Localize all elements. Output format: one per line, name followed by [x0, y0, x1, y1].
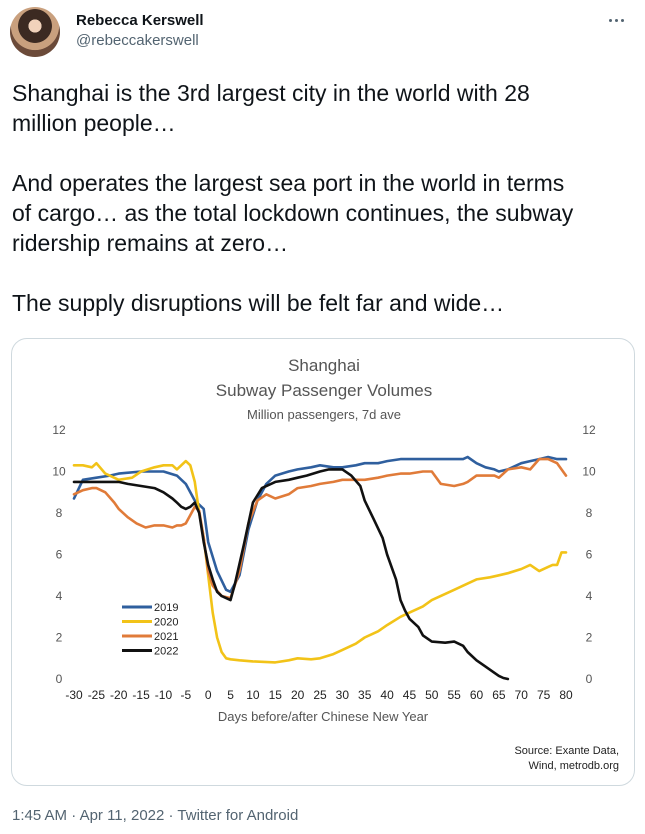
y-tick-label-left: 2 — [56, 631, 63, 645]
x-tick-label: 45 — [403, 688, 417, 702]
y-tick-label-left: 12 — [52, 423, 66, 437]
x-tick-label: 40 — [380, 688, 394, 702]
legend-label-2019: 2019 — [154, 602, 178, 614]
tweet-author[interactable]: Rebecca Kerswell @rebeccakerswell — [76, 11, 204, 50]
y-tick-label-right: 4 — [586, 589, 593, 603]
x-tick-label: -5 — [180, 688, 191, 702]
chart-legend: 2019 2020 2021 2022 — [122, 602, 178, 658]
x-tick-label: 65 — [492, 688, 506, 702]
x-tick-label: 35 — [358, 688, 372, 702]
x-tick-label: 70 — [515, 688, 529, 702]
legend-label-2022: 2022 — [154, 646, 178, 658]
x-axis-label: Days before/after Chinese New Year — [218, 709, 429, 724]
y-tick-label-right: 10 — [582, 465, 596, 479]
y-axis-left: 0 2 4 6 8 10 12 — [52, 423, 66, 686]
x-tick-label: 5 — [227, 688, 234, 702]
y-tick-label-right: 12 — [582, 423, 596, 437]
x-tick-label: 75 — [537, 688, 551, 702]
more-dot-icon — [608, 18, 612, 22]
chart-source-line-2: Wind, metrodb.org — [529, 760, 619, 772]
meta-separator: · — [164, 807, 178, 824]
author-handle[interactable]: @rebeccakerswell — [76, 32, 199, 49]
x-tick-label: 50 — [425, 688, 439, 702]
x-tick-label: 20 — [291, 688, 305, 702]
x-tick-label: 15 — [269, 688, 283, 702]
series-line-2019 — [72, 455, 568, 594]
more-dot-icon — [614, 18, 618, 22]
y-tick-label-right: 8 — [586, 506, 593, 520]
chart-subtitle: Subway Passenger Volumes — [216, 381, 432, 400]
tweet-text: Shanghai is the 3rd largest city in the … — [12, 80, 574, 316]
tweet-time[interactable]: 1:45 AM — [12, 807, 68, 824]
y-tick-label-left: 4 — [56, 589, 63, 603]
y-tick-label-left: 6 — [56, 548, 63, 562]
chart-title: Shanghai — [288, 356, 360, 375]
x-tick-label: -15 — [132, 688, 150, 702]
series-line-2020 — [72, 459, 568, 664]
chart-subtitle-units: Million passengers, 7d ave — [247, 407, 401, 422]
y-tick-label-left: 10 — [52, 465, 66, 479]
x-tick-label: 0 — [205, 688, 212, 702]
x-tick-label: 80 — [559, 688, 573, 702]
x-tick-label: -10 — [155, 688, 173, 702]
chart-source-line-1: Source: Exante Data, — [514, 745, 619, 757]
meta-separator: · — [67, 807, 80, 824]
y-tick-label-right: 2 — [586, 631, 593, 645]
y-tick-label-left: 8 — [56, 506, 63, 520]
x-tick-label: 30 — [336, 688, 350, 702]
series-line-2021 — [72, 457, 568, 600]
x-tick-label: -25 — [88, 688, 106, 702]
series-lines — [72, 455, 568, 681]
y-tick-label-left: 0 — [56, 672, 63, 686]
x-tick-label: 10 — [246, 688, 260, 702]
x-tick-label: 60 — [470, 688, 484, 702]
more-dot-icon — [620, 18, 624, 22]
y-tick-label-right: 6 — [586, 548, 593, 562]
y-tick-label-right: 0 — [586, 672, 593, 686]
tweet-media-chart[interactable]: Shanghai Subway Passenger Volumes Millio… — [11, 338, 635, 786]
x-tick-label: -20 — [110, 688, 128, 702]
tweet-source-app[interactable]: Twitter for Android — [177, 807, 299, 824]
y-axis-right: 0 2 4 6 8 10 12 — [582, 423, 596, 686]
legend-label-2020: 2020 — [154, 617, 178, 629]
x-tick-label: 25 — [313, 688, 327, 702]
x-tick-label: 55 — [448, 688, 462, 702]
tweet-date[interactable]: Apr 11, 2022 — [79, 807, 165, 824]
tweet-meta: 1:45 AM · Apr 11, 2022 · Twitter for And… — [12, 806, 298, 826]
x-axis: -30 -25 -20 -15 -10 -5 0 5 10 15 20 25 30 35 40 45 50 55 6… — [65, 688, 573, 702]
more-options-button[interactable] — [601, 9, 631, 31]
author-name[interactable]: Rebecca Kerswell — [76, 12, 204, 29]
x-tick-label: -30 — [65, 688, 83, 702]
legend-label-2021: 2021 — [154, 631, 178, 643]
avatar[interactable] — [10, 7, 60, 57]
chart: Shanghai Subway Passenger Volumes Millio… — [52, 356, 619, 772]
series-line-2022 — [72, 468, 510, 681]
